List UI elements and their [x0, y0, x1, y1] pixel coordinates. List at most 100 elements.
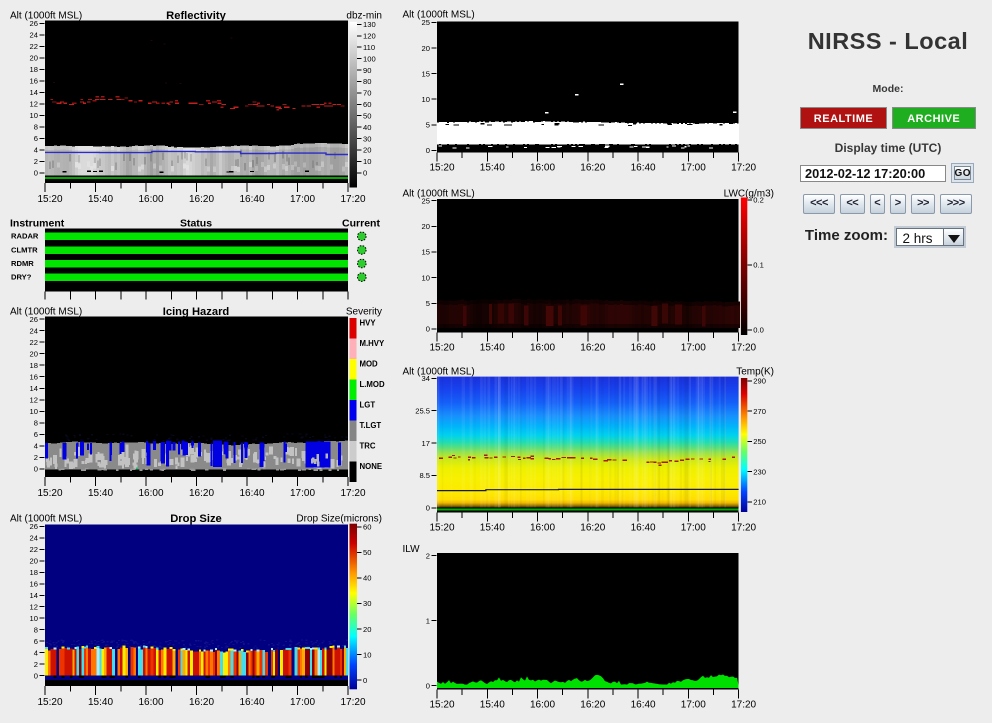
- svg-text:14: 14: [30, 591, 38, 600]
- svg-text:14: 14: [30, 88, 38, 97]
- svg-text:6: 6: [34, 637, 38, 646]
- svg-text:20: 20: [363, 625, 371, 634]
- svg-text:17:00: 17:00: [681, 343, 706, 354]
- svg-text:10: 10: [363, 650, 371, 659]
- svg-text:20: 20: [422, 222, 430, 231]
- svg-text:17:00: 17:00: [681, 523, 706, 534]
- svg-text:Alt (1000ft MSL): Alt (1000ft MSL): [403, 367, 475, 378]
- svg-text:Alt (1000ft MSL): Alt (1000ft MSL): [10, 11, 82, 22]
- svg-text:0: 0: [34, 169, 38, 178]
- svg-text:22: 22: [30, 338, 38, 347]
- svg-text:5: 5: [426, 121, 430, 130]
- svg-text:15:40: 15:40: [88, 194, 113, 205]
- svg-text:16:40: 16:40: [631, 700, 656, 711]
- svg-text:17:00: 17:00: [290, 194, 315, 205]
- svg-text:24: 24: [30, 31, 38, 40]
- svg-text:16:40: 16:40: [631, 163, 656, 174]
- svg-text:20: 20: [30, 54, 38, 63]
- svg-text:210: 210: [753, 498, 766, 507]
- svg-text:Alt (1000ft MSL): Alt (1000ft MSL): [403, 10, 475, 21]
- svg-text:10: 10: [30, 614, 38, 623]
- svg-text:0: 0: [34, 465, 38, 474]
- svg-text:40: 40: [363, 123, 371, 132]
- svg-text:8: 8: [34, 625, 38, 634]
- svg-text:30: 30: [363, 134, 371, 143]
- svg-text:16:00: 16:00: [530, 343, 555, 354]
- svg-text:Alt (1000ft MSL): Alt (1000ft MSL): [10, 307, 82, 318]
- svg-text:16:40: 16:40: [631, 343, 656, 354]
- svg-text:30: 30: [363, 599, 371, 608]
- svg-text:12: 12: [30, 396, 38, 405]
- svg-text:RDMR: RDMR: [11, 259, 34, 268]
- svg-text:25: 25: [422, 18, 430, 27]
- svg-text:130: 130: [363, 20, 376, 29]
- svg-text:L.MOD: L.MOD: [360, 380, 385, 389]
- svg-text:16:40: 16:40: [239, 194, 264, 205]
- svg-text:12: 12: [30, 602, 38, 611]
- svg-text:TRC: TRC: [360, 442, 376, 451]
- svg-text:15:20: 15:20: [37, 697, 62, 708]
- svg-text:MOD: MOD: [360, 360, 379, 369]
- svg-text:15:20: 15:20: [37, 194, 62, 205]
- svg-text:Instrument: Instrument: [10, 218, 65, 230]
- svg-text:16:20: 16:20: [189, 194, 214, 205]
- svg-text:17:00: 17:00: [681, 700, 706, 711]
- svg-text:230: 230: [753, 467, 766, 476]
- svg-text:15:40: 15:40: [88, 697, 113, 708]
- svg-text:2: 2: [34, 660, 38, 669]
- svg-text:Drop Size(microns): Drop Size(microns): [296, 514, 382, 525]
- svg-text:15:40: 15:40: [480, 163, 505, 174]
- svg-text:HVY: HVY: [360, 319, 377, 328]
- svg-text:Reflectivity: Reflectivity: [166, 10, 226, 22]
- svg-text:18: 18: [30, 361, 38, 370]
- svg-text:4: 4: [34, 648, 38, 657]
- svg-text:T.LGT: T.LGT: [360, 421, 382, 430]
- svg-text:2: 2: [34, 453, 38, 462]
- svg-text:120: 120: [363, 32, 376, 41]
- svg-text:17:20: 17:20: [731, 163, 756, 174]
- svg-text:M.HVY: M.HVY: [360, 339, 385, 348]
- svg-text:10: 10: [363, 157, 371, 166]
- svg-text:4: 4: [34, 146, 38, 155]
- svg-text:22: 22: [30, 545, 38, 554]
- svg-text:60: 60: [363, 523, 371, 532]
- svg-text:15: 15: [422, 69, 430, 78]
- svg-text:290: 290: [753, 377, 766, 386]
- svg-text:4: 4: [34, 442, 38, 451]
- svg-text:60: 60: [363, 100, 371, 109]
- svg-text:0: 0: [34, 671, 38, 680]
- svg-text:17:00: 17:00: [681, 163, 706, 174]
- svg-text:16: 16: [30, 372, 38, 381]
- svg-text:270: 270: [753, 407, 766, 416]
- svg-text:40: 40: [363, 574, 371, 583]
- svg-text:16:00: 16:00: [530, 700, 555, 711]
- svg-text:Current: Current: [342, 218, 380, 230]
- svg-text:80: 80: [363, 77, 371, 86]
- svg-text:17:20: 17:20: [340, 697, 365, 708]
- svg-text:Alt (1000ft MSL): Alt (1000ft MSL): [10, 514, 82, 525]
- svg-text:16: 16: [30, 580, 38, 589]
- svg-text:16:20: 16:20: [580, 523, 605, 534]
- svg-text:DRY?: DRY?: [11, 273, 32, 282]
- svg-text:0: 0: [363, 169, 367, 178]
- svg-text:16:00: 16:00: [138, 697, 163, 708]
- svg-text:10: 10: [30, 111, 38, 120]
- svg-text:10: 10: [422, 95, 430, 104]
- svg-text:LWC(g/m3): LWC(g/m3): [724, 189, 774, 200]
- svg-text:0: 0: [426, 325, 430, 334]
- svg-text:CLMTR: CLMTR: [11, 245, 38, 254]
- svg-text:25: 25: [422, 196, 430, 205]
- svg-text:34: 34: [422, 374, 430, 383]
- svg-text:Status: Status: [180, 218, 212, 230]
- svg-text:Severity: Severity: [346, 307, 382, 318]
- svg-text:17:20: 17:20: [731, 700, 756, 711]
- svg-text:8: 8: [34, 419, 38, 428]
- svg-text:10: 10: [30, 407, 38, 416]
- svg-text:Temp(K): Temp(K): [736, 367, 774, 378]
- svg-text:15:20: 15:20: [37, 488, 62, 499]
- svg-text:26: 26: [30, 315, 38, 324]
- svg-text:8.5: 8.5: [419, 471, 430, 480]
- svg-text:0: 0: [426, 681, 430, 690]
- svg-text:15:40: 15:40: [480, 523, 505, 534]
- svg-text:16:00: 16:00: [530, 523, 555, 534]
